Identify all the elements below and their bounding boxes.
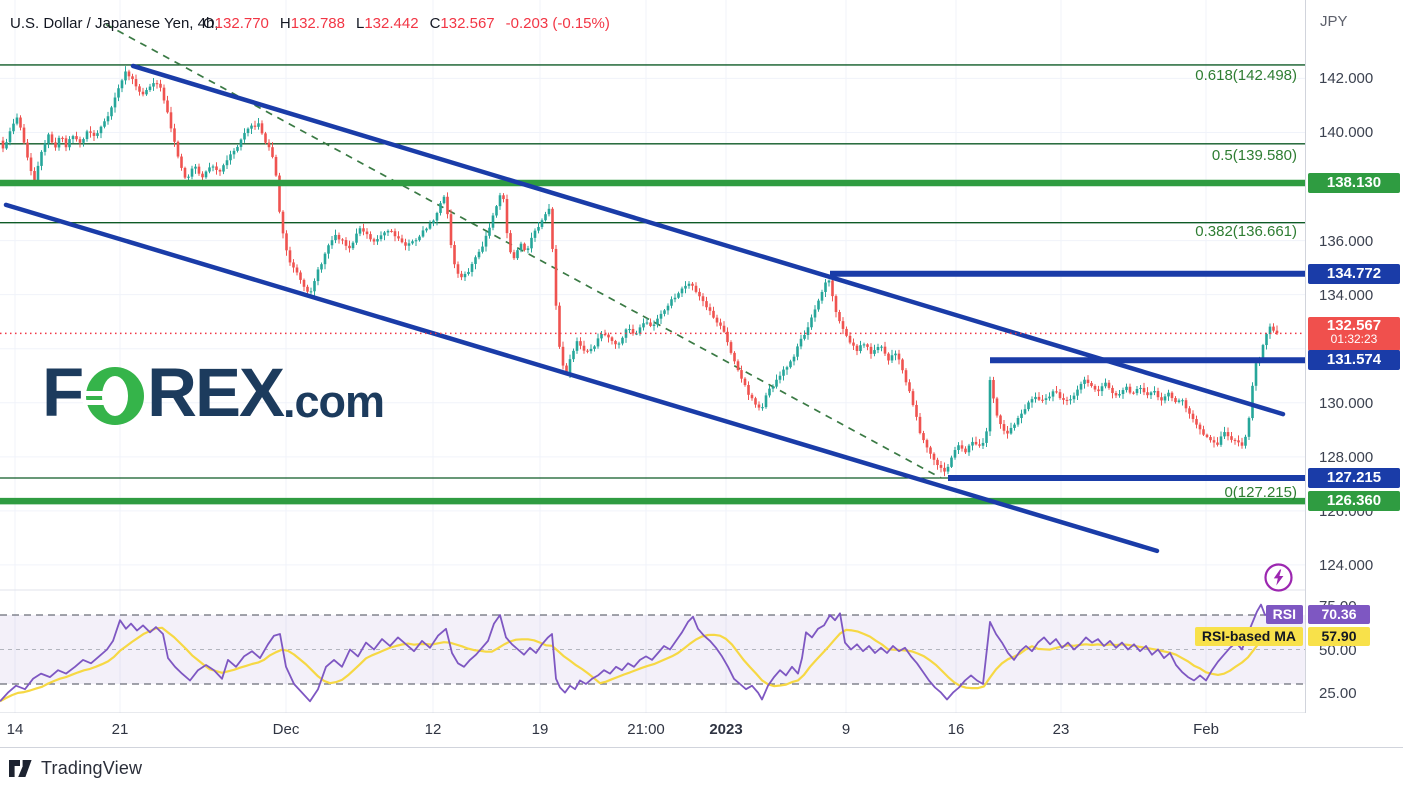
currency-label: JPY [1320, 13, 1348, 30]
price-tick-label: 124.000 [1319, 556, 1374, 574]
price-tick-label: 136.000 [1319, 232, 1374, 250]
candlesticks [1, 66, 1279, 477]
rsi-ma-value-badge: 57.90 [1308, 626, 1370, 646]
rsi-label-badge: RSI [1265, 604, 1303, 624]
time-tick-label: 16 [947, 721, 965, 738]
price-tick-label: 142.000 [1319, 70, 1374, 88]
price-level-badge: 126.360 [1308, 491, 1400, 512]
price-tick-label: 134.000 [1319, 286, 1374, 304]
rsi-pane [0, 603, 1305, 703]
price-tick-label: 130.000 [1319, 394, 1374, 412]
time-tick-label: 21:00 [627, 721, 665, 738]
fib-level-label: 0.5(139.580) [1211, 147, 1297, 164]
rsi-ma-line [0, 626, 1267, 703]
tradingview-logo-text: TradingView [41, 758, 143, 778]
resistance-rays-blue [830, 270, 1305, 482]
descending-channel [3, 63, 1286, 554]
time-axis[interactable]: 14 21 Dec 12 19 21:00 2023 9 16 23 Feb [0, 713, 1403, 748]
current-price-badge: 132.567 01:32:23 [1308, 317, 1400, 352]
forex-o-icon [83, 367, 145, 425]
price-tick-label: 140.000 [1319, 124, 1374, 142]
tradingview-logo-icon [9, 760, 32, 777]
price-level-badge: 131.574 [1308, 350, 1400, 371]
bar-countdown: 01:32:23 [1330, 332, 1378, 347]
forex-com-suffix: .com [283, 376, 385, 427]
time-tick-label: Dec [272, 721, 300, 738]
time-tick-label: Feb [1193, 721, 1219, 738]
ohlc-change: -0.203 (-0.15%) [505, 15, 610, 32]
ohlc-close: C132.567 [429, 15, 495, 32]
time-tick-label: 14 [6, 721, 24, 738]
current-price-value: 132.567 [1326, 317, 1382, 335]
tradingview-attribution[interactable]: TradingView [8, 758, 142, 779]
rsi-ma-label-badge: RSI-based MA [1194, 626, 1303, 646]
time-tick-label: 21 [111, 721, 129, 738]
ohlc-high: H132.788 [279, 15, 345, 32]
key-levels-green [0, 179, 1305, 505]
fib-level-label: 0(127.215) [1224, 484, 1297, 501]
forex-letters-rex: REX [147, 354, 285, 431]
ohlc-row: O132.770 H132.788 L132.442 C132.567 -0.2… [203, 15, 610, 32]
time-tick-label: 12 [424, 721, 442, 738]
symbol-title[interactable]: U.S. Dollar / Japanese Yen, 4h, [10, 15, 219, 32]
rsi-tick-label: 25.00 [1319, 684, 1357, 702]
price-tick-label: 128.000 [1319, 448, 1374, 466]
price-axis[interactable]: JPY 142.000 140.000 136.000 134.000 130.000 1… [1305, 0, 1403, 748]
symbol-header[interactable]: U.S. Dollar / Japanese Yen, 4h, [10, 15, 218, 32]
price-level-badge: 127.215 [1308, 468, 1400, 489]
ohlc-open: O132.770 [203, 15, 269, 32]
price-level-badge: 134.772 [1308, 263, 1400, 284]
fib-level-label: 0.618(142.498) [1195, 67, 1297, 84]
ohlc-low: L132.442 [355, 15, 419, 32]
forex-watermark: F REX .com [42, 354, 385, 431]
price-level-badge: 138.130 [1308, 173, 1400, 193]
forex-letter-f: F [42, 354, 84, 431]
time-tick-label: 23 [1052, 721, 1070, 738]
gridlines [0, 0, 1305, 713]
time-tick-label: 9 [841, 721, 851, 738]
fib-level-label: 0.382(136.661) [1195, 223, 1297, 240]
rsi-value-badge: 70.36 [1308, 604, 1370, 624]
rsi-line [0, 603, 1270, 703]
market-status-lightning-icon[interactable] [1263, 562, 1294, 593]
time-tick-label: 19 [531, 721, 549, 738]
time-tick-label: 2023 [709, 721, 743, 738]
